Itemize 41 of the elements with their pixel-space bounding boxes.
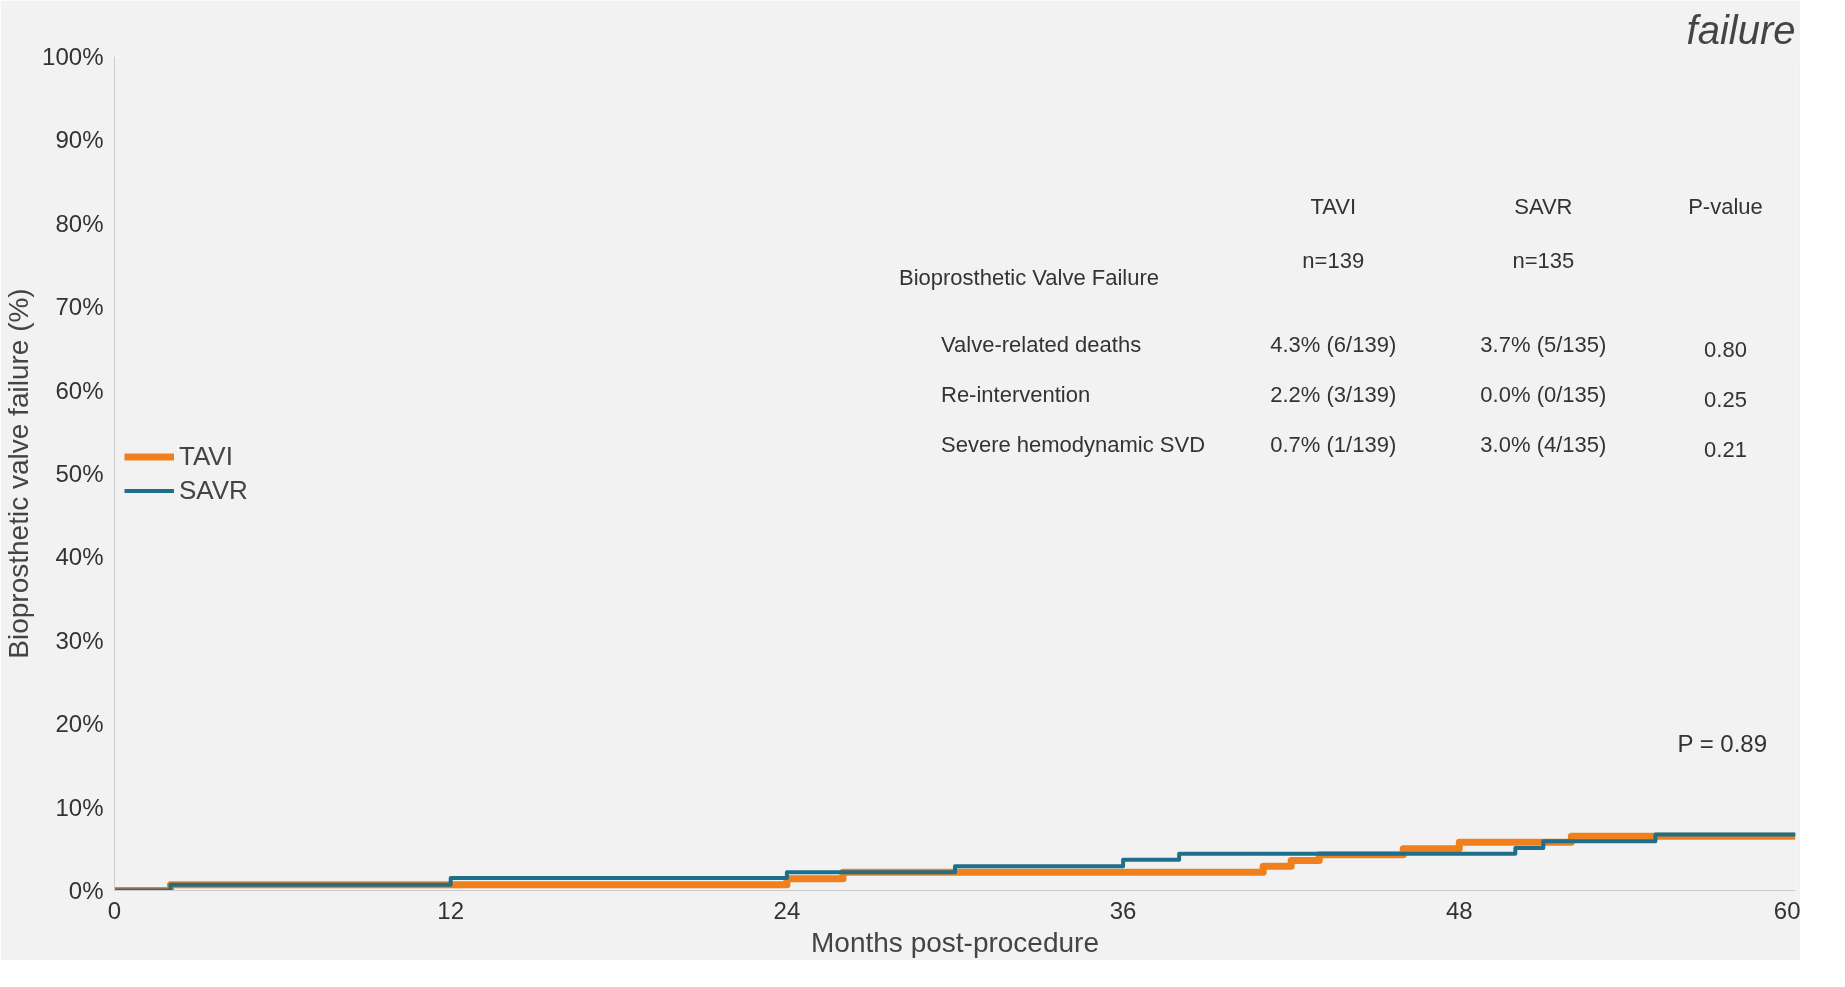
y-tick-label: 100% [42,43,104,70]
legend-label: TAVI [179,440,233,472]
annotation: 0.7% (1/139) [1270,431,1397,457]
y-tick-label: 30% [55,626,104,654]
y-tick-label: 80% [55,209,104,237]
annotation: 0.21 [1704,436,1747,462]
y-tick-label: 40% [55,543,104,571]
annotation: Bioprosthetic Valve Failure [898,265,1160,291]
annotation: Severe hemodynamic SVD [940,431,1206,457]
annotation: n=135 [1512,248,1575,274]
x-axis-title: Months post-procedure [811,926,1099,958]
y-tick-label: 0% [68,877,104,904]
annotation: 0.80 [1704,336,1747,362]
y-tick-label: 90% [55,126,104,154]
legend-label: SAVR [179,474,248,506]
x-tick-label: 48 [1445,896,1473,924]
x-tick-label: 60 [1773,896,1801,924]
annotation: Re-intervention [940,381,1091,407]
annotation: 0.0% (0/135) [1480,381,1607,407]
annotation: Valve-related deaths [940,331,1142,357]
y-axis-title: Bioprosthetic valve failure (%) [3,288,35,659]
annotation: 3.0% (4/135) [1480,431,1607,457]
chart-title: failure [1686,7,1796,52]
y-tick-label: 70% [55,293,104,321]
annotation: TAVI [1310,194,1357,220]
annotation: 4.3% (6/139) [1270,331,1397,357]
y-tick-label: 50% [55,460,104,487]
x-tick-label: 0 [107,896,122,924]
annotation: 2.2% (3/139) [1270,381,1397,407]
annotation: P-value [1688,194,1763,220]
annotation: P = 0.89 [1677,730,1768,758]
annotation: 3.7% (5/135) [1480,331,1607,357]
annotation: SAVR [1514,194,1573,220]
y-tick-label: 20% [55,710,104,738]
y-tick-label: 10% [55,793,104,821]
y-tick-label: 60% [55,376,104,404]
x-tick-label: 24 [773,896,801,924]
annotation: 0.25 [1704,386,1747,412]
x-tick-label: 12 [437,896,465,924]
x-tick-label: 36 [1109,896,1137,924]
annotation: n=139 [1302,248,1365,274]
